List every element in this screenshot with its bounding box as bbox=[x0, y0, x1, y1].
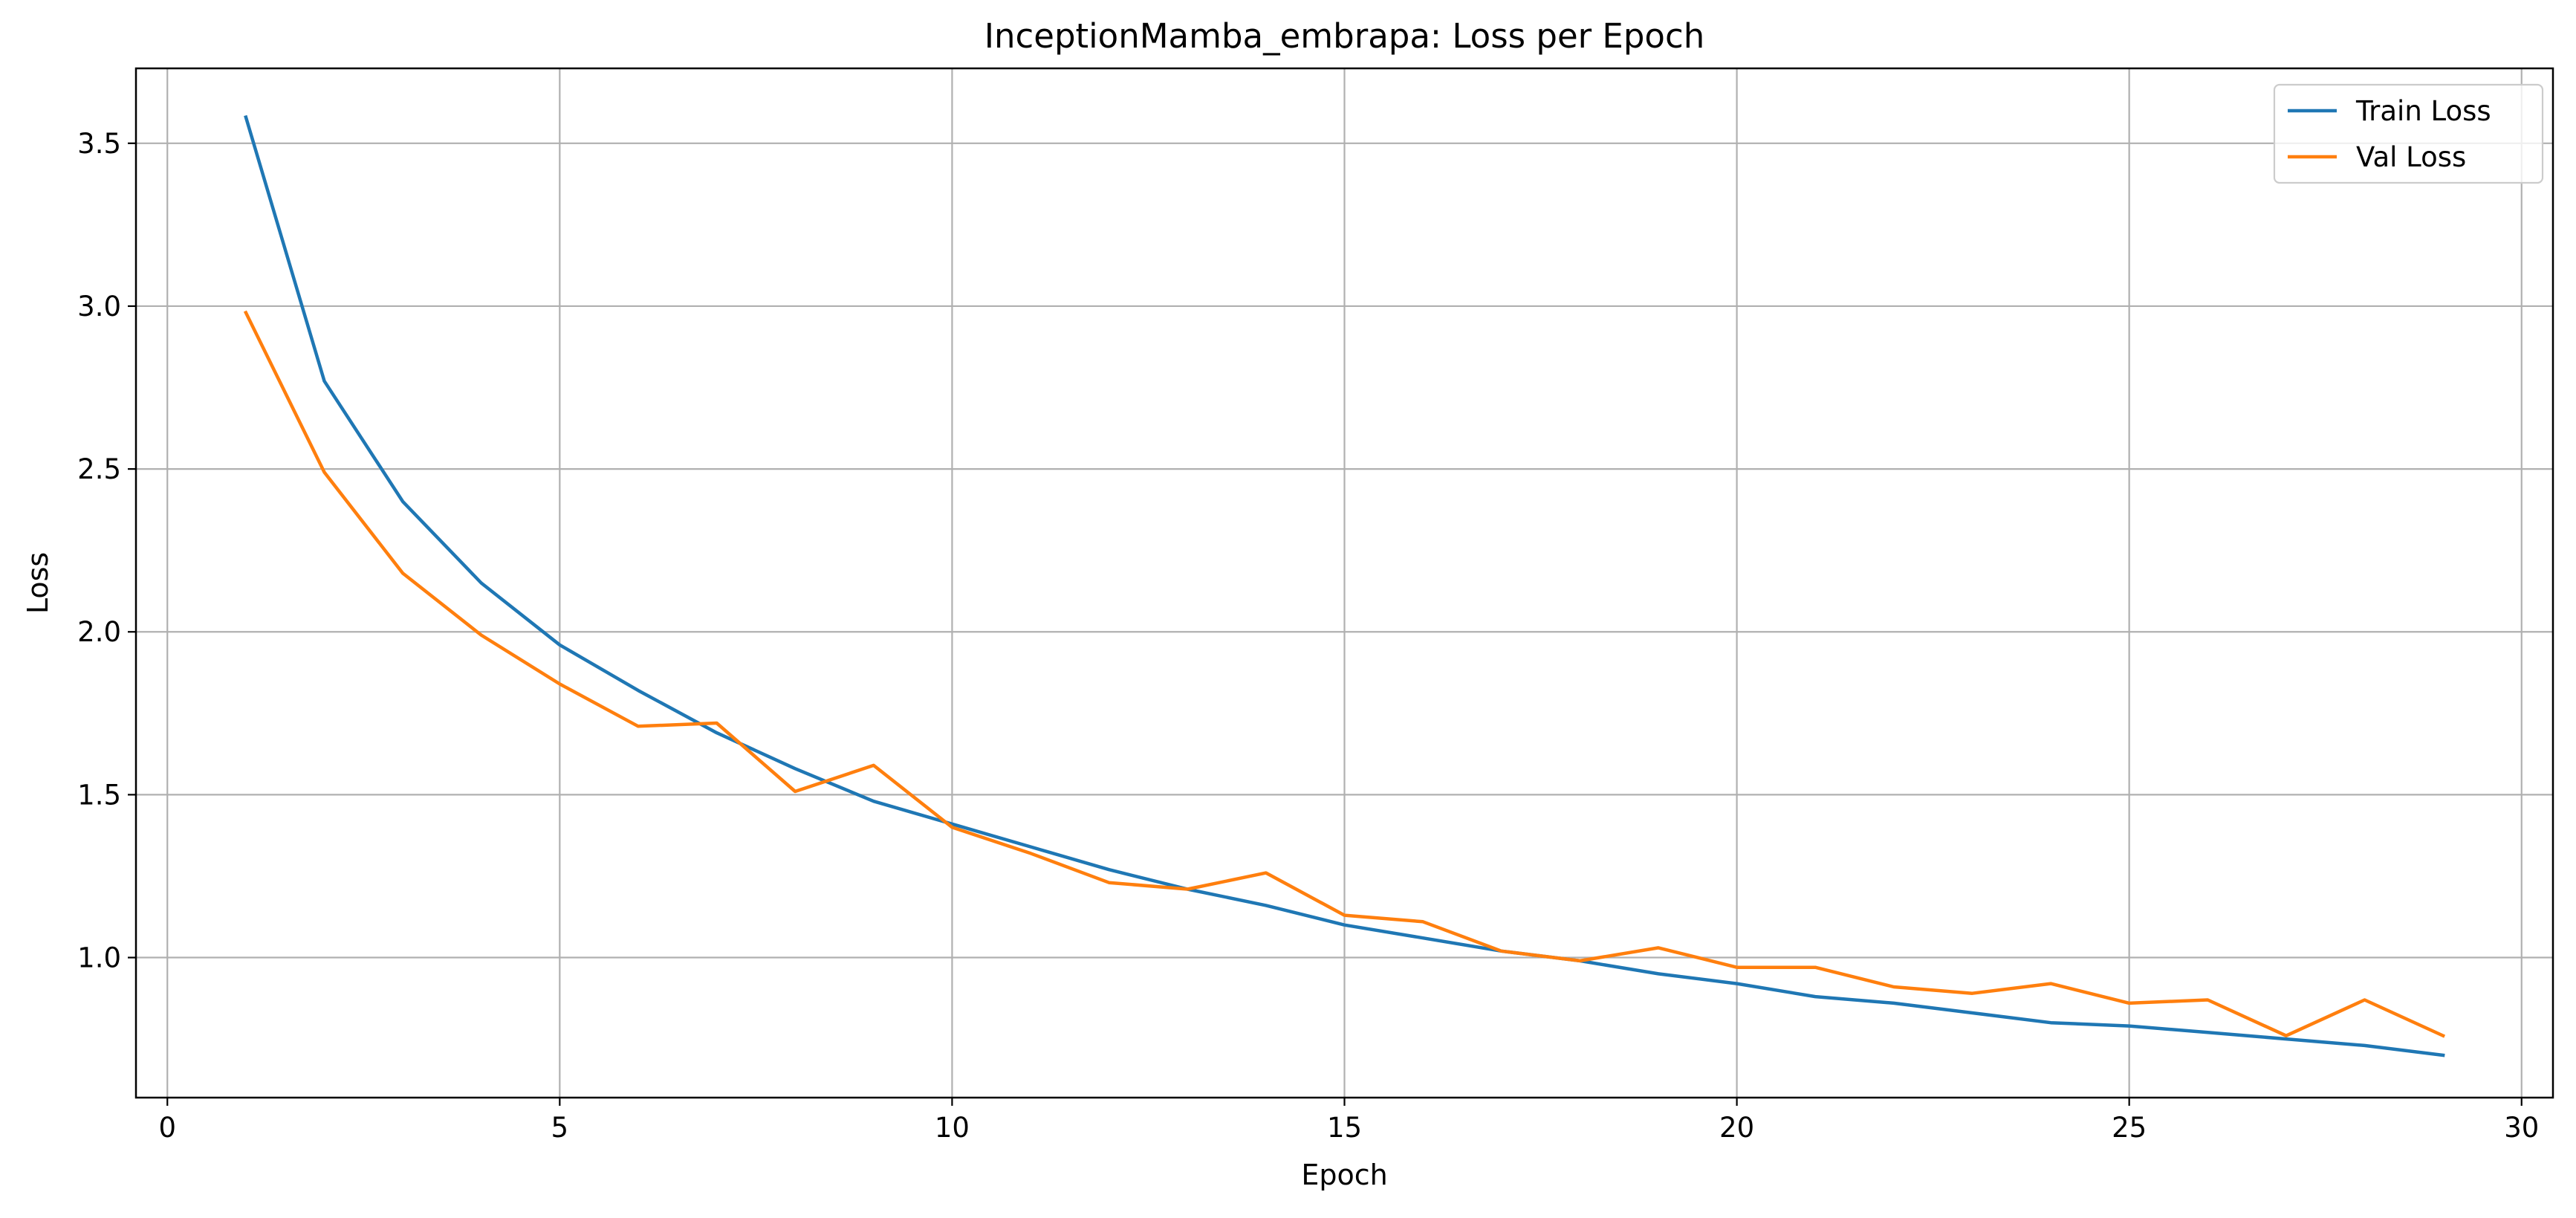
x-axis-label: Epoch bbox=[1301, 1159, 1387, 1191]
tick-layer: 0 5 10 15 20 25 30 1.0 1.5 2.0 2.5 3.0 3.5 bbox=[77, 128, 2539, 1144]
x-tick-label: 30 bbox=[2504, 1112, 2539, 1144]
x-tick-label: 0 bbox=[158, 1112, 176, 1144]
legend-label-val-loss: Val Loss bbox=[2356, 141, 2466, 173]
x-tick-label: 5 bbox=[551, 1112, 569, 1144]
series-line-train-loss bbox=[244, 114, 2445, 1057]
y-tick-label: 3.5 bbox=[77, 128, 121, 160]
x-tick-label: 10 bbox=[935, 1112, 970, 1144]
chart-title: InceptionMamba_embrapa: Loss per Epoch bbox=[984, 16, 1704, 56]
grid-layer bbox=[136, 68, 2553, 1098]
series-layer bbox=[243, 114, 2446, 1057]
y-tick-label: 1.5 bbox=[77, 779, 121, 811]
y-axis-label: Loss bbox=[22, 552, 54, 614]
y-tick-label: 2.0 bbox=[77, 616, 121, 648]
y-tick-label: 3.0 bbox=[77, 291, 121, 323]
y-tick-label: 2.5 bbox=[77, 453, 121, 485]
x-tick-label: 25 bbox=[2112, 1112, 2147, 1144]
x-tick-label: 20 bbox=[1719, 1112, 1754, 1144]
legend-box bbox=[2273, 83, 2544, 184]
series-line-val-loss bbox=[243, 310, 2446, 1038]
legend: Train Loss Val Loss bbox=[2273, 83, 2544, 184]
legend-label-train-loss: Train Loss bbox=[2355, 95, 2491, 127]
y-tick-label: 1.0 bbox=[77, 942, 121, 974]
x-tick-label: 15 bbox=[1327, 1112, 1362, 1144]
